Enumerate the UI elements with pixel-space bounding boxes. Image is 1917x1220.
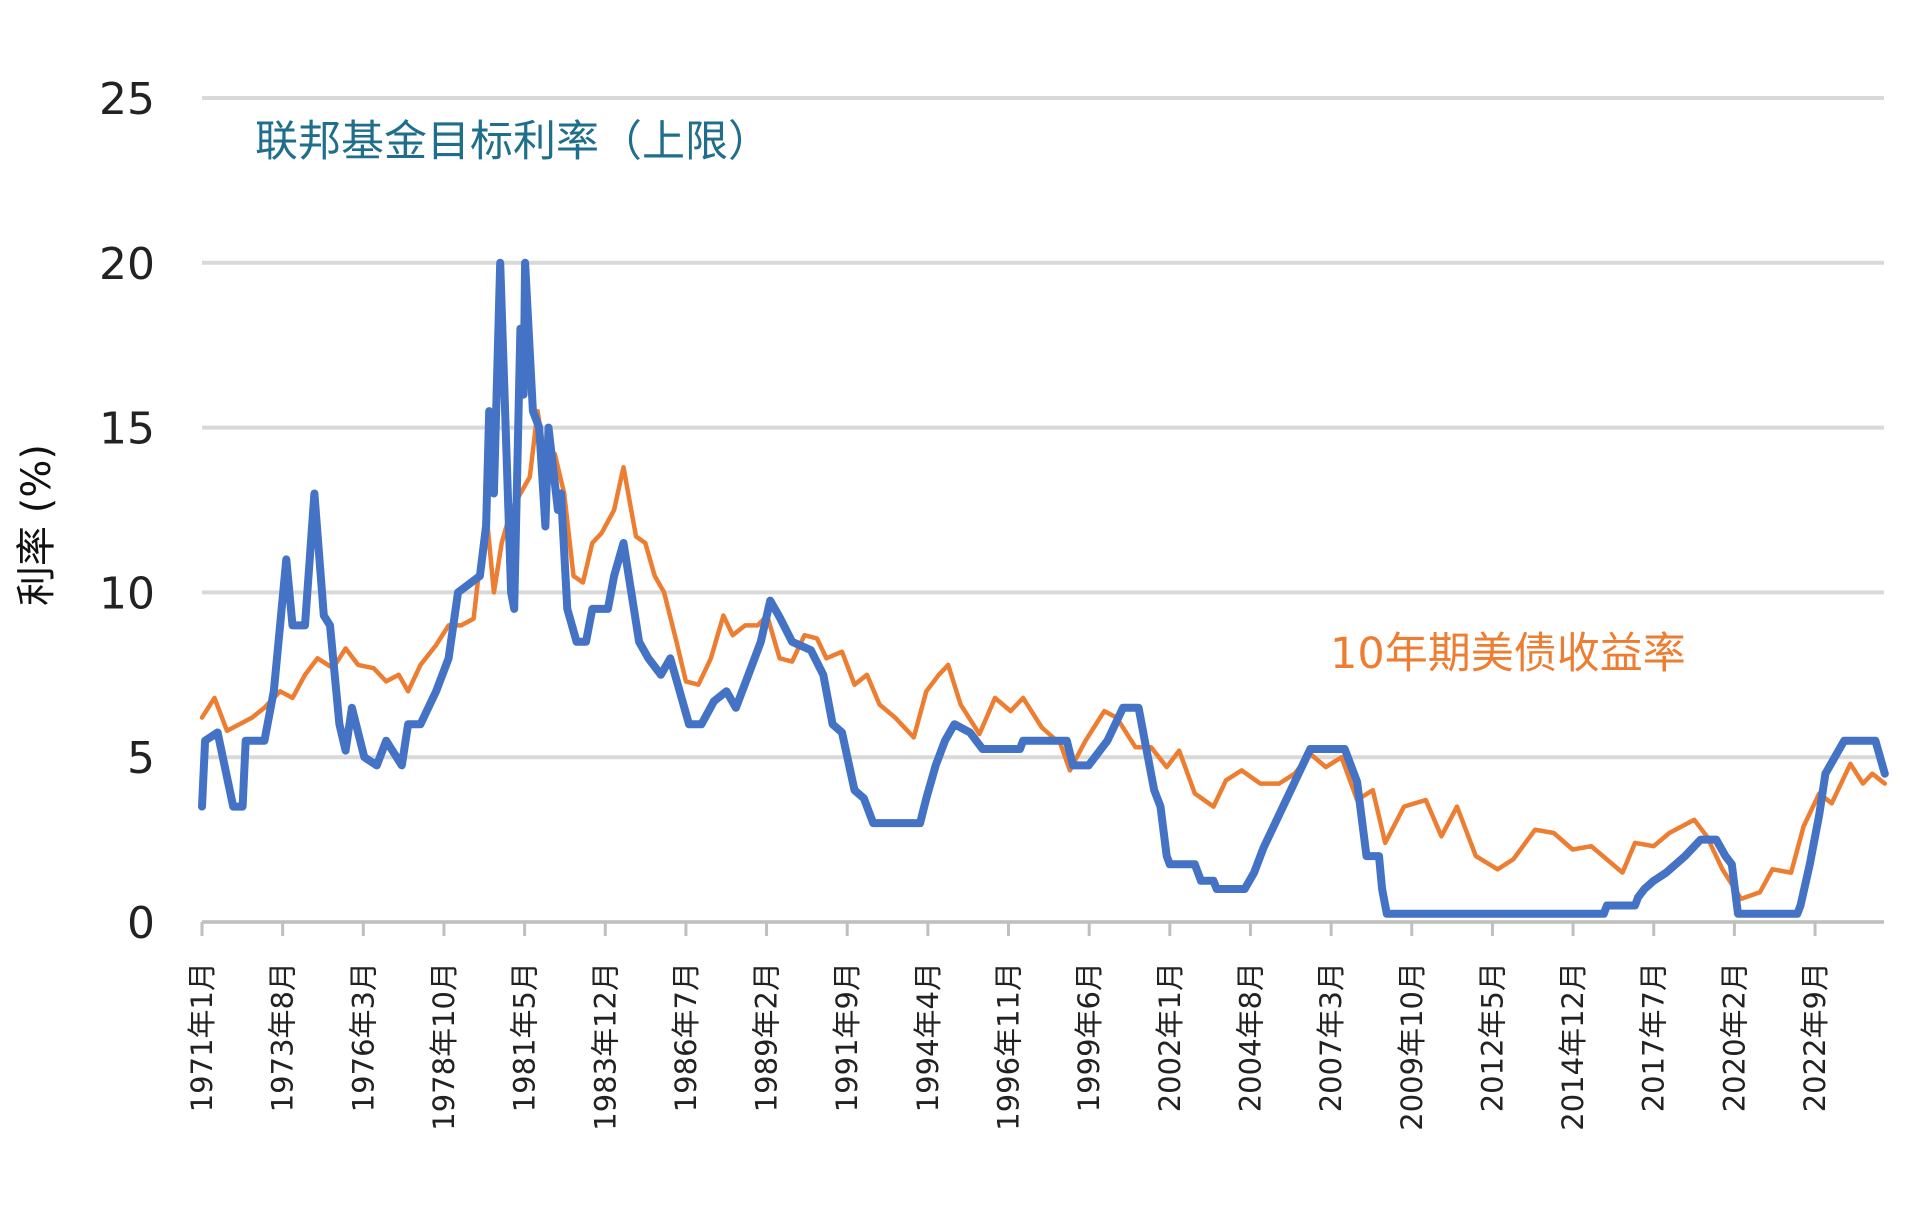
x-tick-label: 2004年8月: [1233, 962, 1267, 1112]
y-tick-label: 25: [99, 74, 155, 125]
y-tick-label: 20: [99, 239, 155, 290]
x-tick-label: 1986年7月: [669, 962, 703, 1112]
x-tick-label: 1996年11月: [992, 962, 1026, 1131]
treasury-10y-yield-line: [199, 408, 1888, 902]
gridlines: [200, 96, 1884, 936]
x-tick-label: 2020年2月: [1717, 962, 1751, 1112]
x-tick-label: 1999年6月: [1072, 962, 1106, 1112]
y-axis-label: 利率 (%): [14, 444, 60, 606]
x-tick-labels: 1971年1月 1973年8月 1976年3月 1978年10月 1981年5月 1983…: [185, 962, 1832, 1131]
series-lines: [198, 258, 1889, 918]
fed-funds-annotation: 联邦基金目标利率（上限）: [255, 117, 771, 167]
y-tick-label: 5: [127, 733, 155, 784]
y-tick-label: 10: [99, 568, 155, 619]
x-tick-label: 1976年3月: [346, 962, 380, 1112]
x-tick-label: 1981年5月: [508, 962, 542, 1112]
x-tick-label: 2002年1月: [1153, 962, 1187, 1112]
x-tick-label: 2009年10月: [1395, 962, 1429, 1131]
x-tick-label: 1983年12月: [588, 962, 622, 1131]
treasury-yield-annotation: 10年期美债收益率: [1330, 629, 1686, 679]
y-tick-labels: 0 5 10 15 20 25: [99, 74, 155, 949]
x-tick-label: 1989年2月: [750, 962, 784, 1112]
x-tick-label: 2022年9月: [1798, 962, 1832, 1112]
x-tick-label: 1973年8月: [266, 962, 300, 1112]
x-tick-label: 2012年5月: [1475, 962, 1509, 1112]
x-tick-label: 2014年12月: [1556, 962, 1590, 1131]
x-tick-label: 1971年1月: [185, 962, 219, 1112]
y-tick-label: 15: [99, 404, 155, 455]
x-tick-label: 2007年3月: [1314, 962, 1348, 1112]
fed-funds-rate-line: [198, 258, 1889, 918]
x-tick-label: 2017年7月: [1637, 962, 1671, 1112]
x-tick-label: 1991年9月: [830, 962, 864, 1112]
x-tick-label: 1978年10月: [427, 962, 461, 1131]
y-tick-label: 0: [127, 898, 155, 949]
x-tick-label: 1994年4月: [911, 962, 945, 1112]
